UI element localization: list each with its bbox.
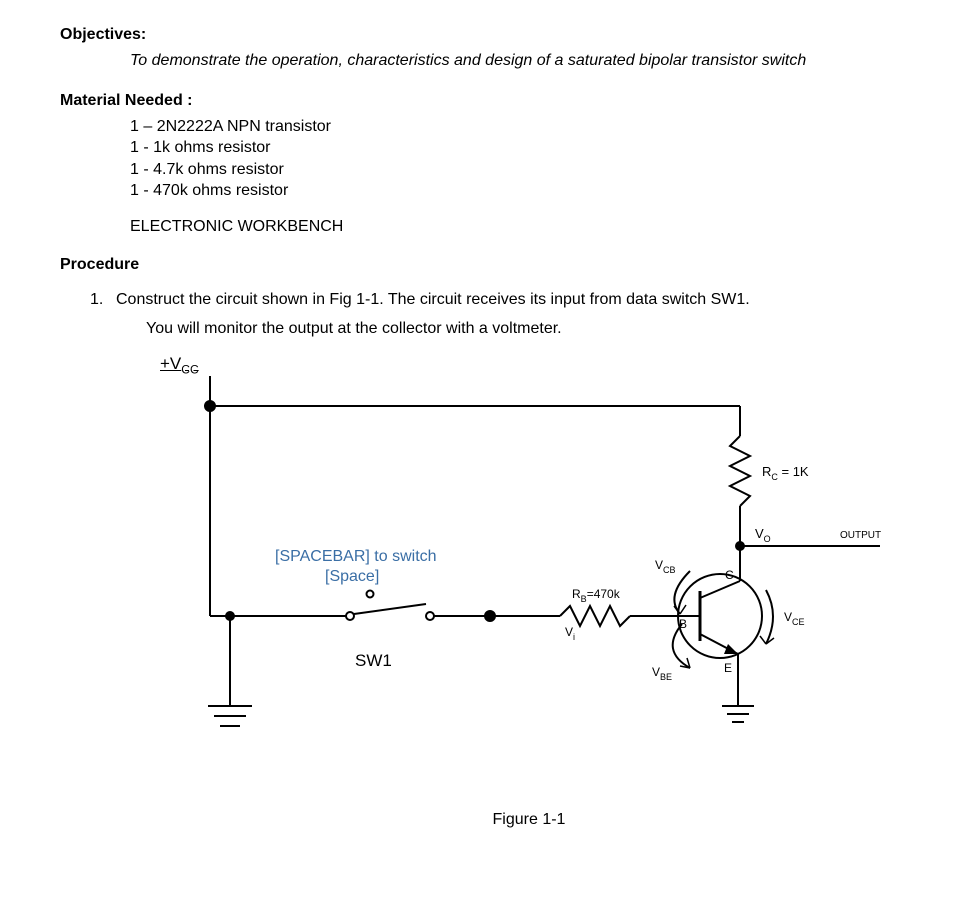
procedure-heading: Procedure: [60, 256, 938, 274]
vbe-label: VBE: [652, 665, 672, 682]
output-label: OUTPUT: [840, 530, 881, 541]
vo-label: VO: [755, 526, 771, 544]
rc-label: RC = 1K: [762, 464, 809, 482]
step-line1: Construct the circuit shown in Fig 1-1. …: [116, 291, 750, 308]
circuit-diagram: [SPACEBAR] to switch [Space] SW1 Vi RB=4…: [160, 376, 920, 801]
step-line2: You will monitor the output at the colle…: [146, 315, 938, 344]
node-b: B: [679, 617, 687, 631]
vi-label: Vi: [565, 625, 575, 642]
objectives-heading: Objectives:: [60, 26, 938, 44]
vcb-label: VCB: [655, 558, 676, 575]
vcc-label: +VCC: [160, 354, 938, 376]
switch-hint2: [Space]: [325, 568, 379, 585]
material-item: 1 - 1k ohms resistor: [130, 137, 938, 159]
workbench-label: ELECTRONIC WORKBENCH: [130, 218, 938, 236]
objectives-text: To demonstrate the operation, characteri…: [130, 50, 938, 72]
rb-label: RB=470k: [572, 587, 621, 604]
material-list: 1 – 2N2222A NPN transistor 1 - 1k ohms r…: [130, 116, 938, 202]
node-c: C: [725, 568, 734, 582]
vce-label: VCE: [784, 610, 805, 627]
material-item: 1 – 2N2222A NPN transistor: [130, 116, 938, 138]
procedure-step: 1.Construct the circuit shown in Fig 1-1…: [90, 286, 938, 344]
material-heading: Material Needed :: [60, 92, 938, 110]
figure-caption: Figure 1-1: [120, 811, 938, 829]
material-item: 1 - 4.7k ohms resistor: [130, 159, 938, 181]
switch-hint1: [SPACEBAR] to switch: [275, 548, 437, 565]
material-item: 1 - 470k ohms resistor: [130, 180, 938, 202]
sw1-label: SW1: [355, 651, 392, 670]
node-e: E: [724, 661, 732, 675]
step-number: 1.: [90, 286, 116, 315]
